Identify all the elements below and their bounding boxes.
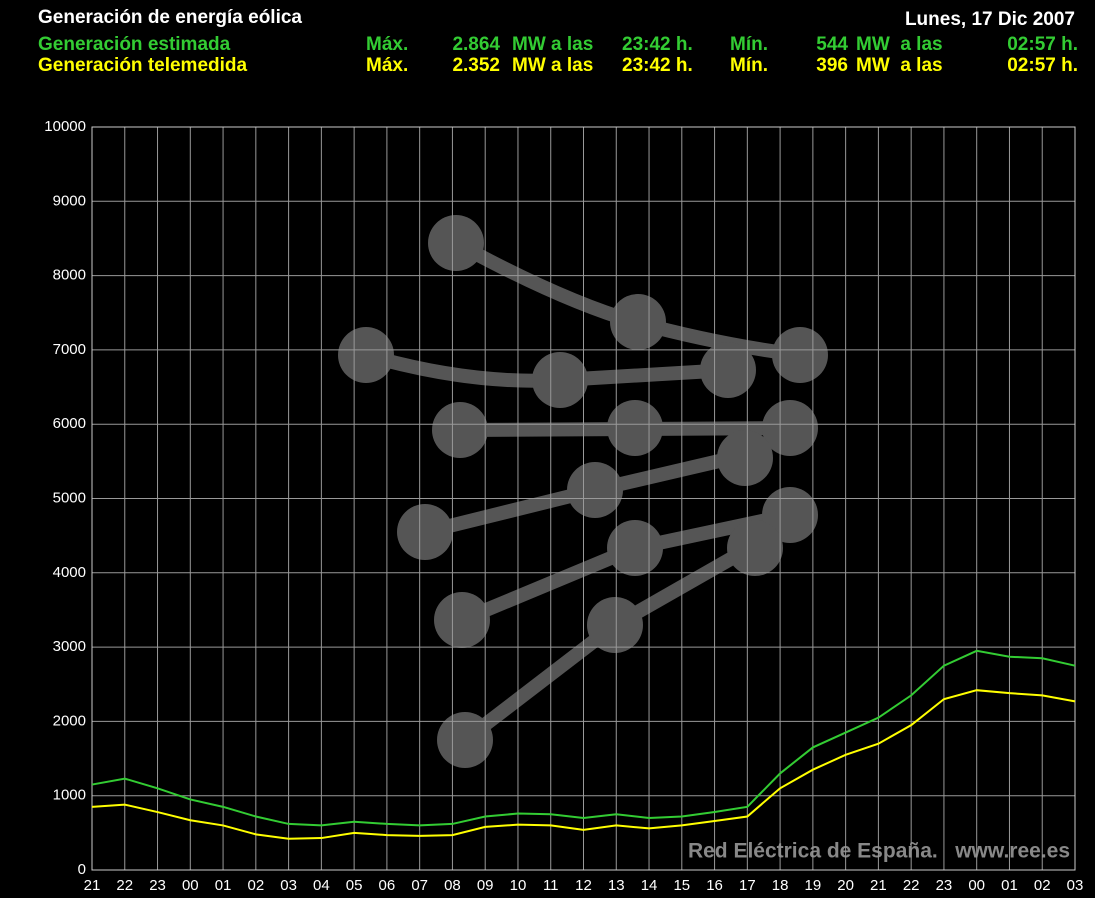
legend-text: 544 <box>816 34 848 55</box>
x-tick-label: 23 <box>936 877 953 894</box>
legend-text: 23:42 h. <box>622 55 693 76</box>
x-tick-label: 21 <box>84 877 101 894</box>
y-tick-label: 5000 <box>53 489 86 506</box>
legend-text: Mín. <box>730 34 768 55</box>
x-tick-label: 14 <box>641 877 658 894</box>
x-tick-label: 05 <box>346 877 363 894</box>
date: Lunes, 17 Dic 2007 <box>905 9 1075 30</box>
legend-text: Mín. <box>730 55 768 76</box>
legend-text: 2.864 <box>452 34 500 55</box>
legend-text: Máx. <box>366 34 408 55</box>
x-tick-label: 11 <box>543 877 559 894</box>
x-tick-label: 10 <box>510 877 527 894</box>
plot-frame <box>91 126 1076 871</box>
x-tick-label: 03 <box>1067 877 1084 894</box>
legend-text: 396 <box>816 55 848 76</box>
x-tick-label: 21 <box>870 877 887 894</box>
y-tick-label: 6000 <box>53 415 86 432</box>
y-tick-label: 0 <box>78 861 86 878</box>
y-tick-label: 2000 <box>53 712 86 729</box>
x-tick-label: 20 <box>837 877 854 894</box>
legend-text: Generación telemedida <box>38 55 248 76</box>
y-tick-label: 3000 <box>53 638 86 655</box>
x-tick-label: 04 <box>313 877 330 894</box>
legend-text: 23:42 h. <box>622 34 693 55</box>
x-tick-label: 19 <box>805 877 822 894</box>
x-tick-label: 07 <box>411 877 428 894</box>
legend-text: MW a las <box>512 55 593 76</box>
y-tick-label: 1000 <box>53 787 86 804</box>
legend-text: Generación estimada <box>38 34 231 55</box>
x-tick-label: 13 <box>608 877 625 894</box>
x-tick-label: 09 <box>477 877 494 894</box>
x-tick-label: 16 <box>706 877 723 894</box>
watermark: Red Eléctrica de España. www.ree.es <box>688 840 1070 863</box>
legend-text: 2.352 <box>452 55 500 76</box>
series-line <box>91 649 1076 827</box>
x-tick-label: 01 <box>1001 877 1018 894</box>
chart-title: Generación de energía eólica <box>38 7 302 28</box>
legend-text: Máx. <box>366 55 408 76</box>
x-tick-label: 02 <box>247 877 264 894</box>
x-tick-label: 15 <box>673 877 690 894</box>
legend-text: MW a las <box>856 34 943 55</box>
x-tick-label: 01 <box>215 877 232 894</box>
y-tick-label: 9000 <box>53 192 86 209</box>
x-tick-label: 23 <box>149 877 166 894</box>
x-tick-label: 18 <box>772 877 789 894</box>
x-tick-label: 06 <box>379 877 396 894</box>
x-tick-label: 00 <box>968 877 985 894</box>
y-tick-label: 8000 <box>53 267 86 284</box>
y-tick-label: 7000 <box>53 341 86 358</box>
y-tick-label: 10000 <box>44 118 86 135</box>
x-tick-label: 00 <box>182 877 199 894</box>
legend-text: MW a las <box>512 34 593 55</box>
x-tick-label: 22 <box>116 877 133 894</box>
x-tick-label: 17 <box>739 877 756 894</box>
legend-text: 02:57 h. <box>1007 34 1078 55</box>
x-tick-label: 02 <box>1034 877 1051 894</box>
y-tick-label: 4000 <box>53 564 86 581</box>
legend-text: 02:57 h. <box>1007 55 1078 76</box>
x-tick-label: 12 <box>575 877 592 894</box>
series-line <box>91 689 1076 840</box>
x-tick-label: 03 <box>280 877 297 894</box>
legend-text: MW a las <box>856 55 943 76</box>
x-tick-label: 22 <box>903 877 920 894</box>
x-tick-label: 08 <box>444 877 461 894</box>
